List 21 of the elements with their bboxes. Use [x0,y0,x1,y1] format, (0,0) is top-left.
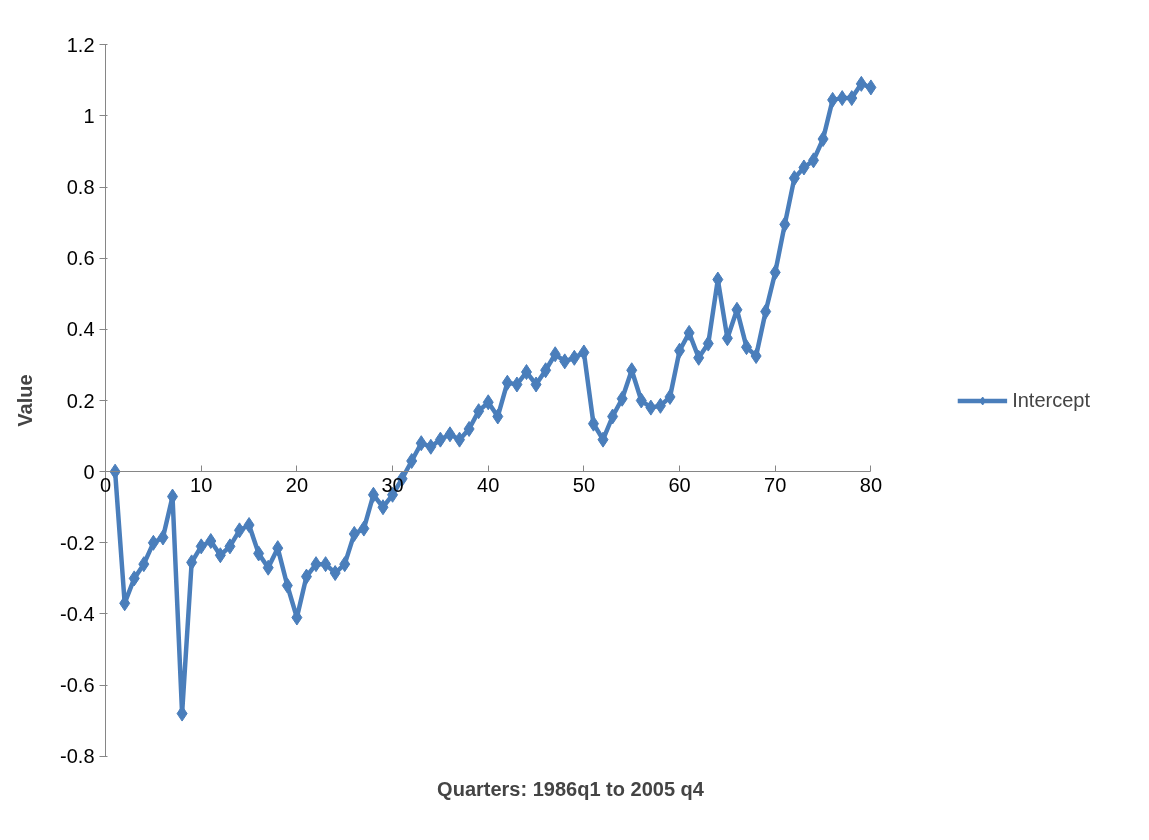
x-axis-title: Quarters: 1986q1 to 2005 q4 [437,777,705,800]
x-tick-label: 50 [572,473,596,496]
y-tick-label: -0.4 [60,602,95,625]
y-tick-label: 1.2 [66,33,95,56]
x-tick-label: 70 [764,473,787,496]
y-tick-label: -0.8 [60,745,95,768]
y-tick-label: 0.2 [66,389,95,412]
x-tick-label: 10 [190,473,213,496]
x-tick-label: 40 [477,473,500,496]
y-tick-label: 0.6 [66,247,95,270]
legend-label: Intercept [1012,388,1090,412]
y-axis-title: Value [13,374,36,427]
x-tick-label: 80 [859,473,883,496]
y-tick-label: -0.6 [60,674,95,697]
x-tick-label: 60 [668,473,691,496]
y-tick-label: 1 [83,104,95,127]
x-tick-label: 0 [99,473,112,496]
y-tick-label: -0.2 [60,531,95,554]
y-tick-label: 0.8 [66,176,95,199]
y-tick-label: 0.4 [66,318,95,341]
x-tick-label: 20 [285,473,309,496]
